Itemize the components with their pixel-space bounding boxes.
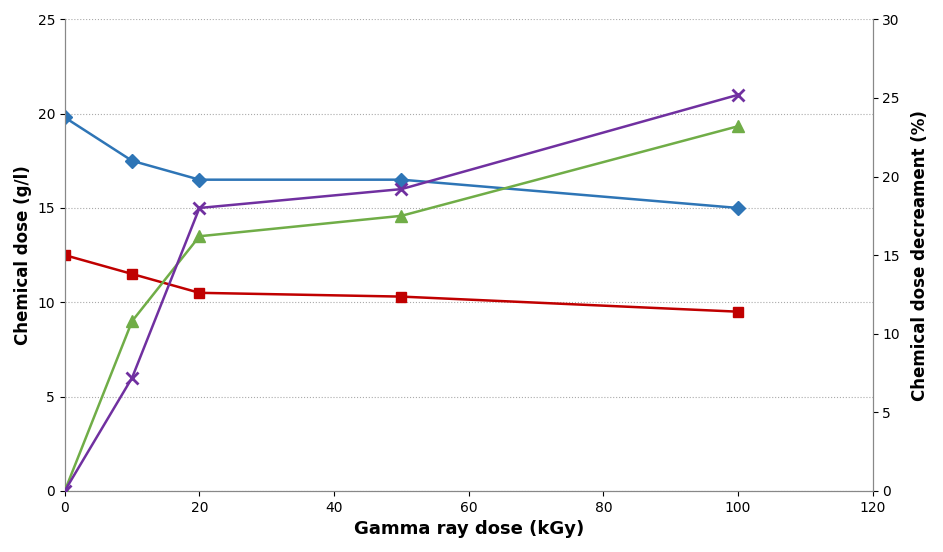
Y-axis label: Chemical dose (g/l): Chemical dose (g/l): [14, 165, 32, 345]
Y-axis label: Chemical dose decreament (%): Chemical dose decreament (%): [911, 110, 929, 401]
X-axis label: Gamma ray dose (kGy): Gamma ray dose (kGy): [354, 520, 584, 538]
